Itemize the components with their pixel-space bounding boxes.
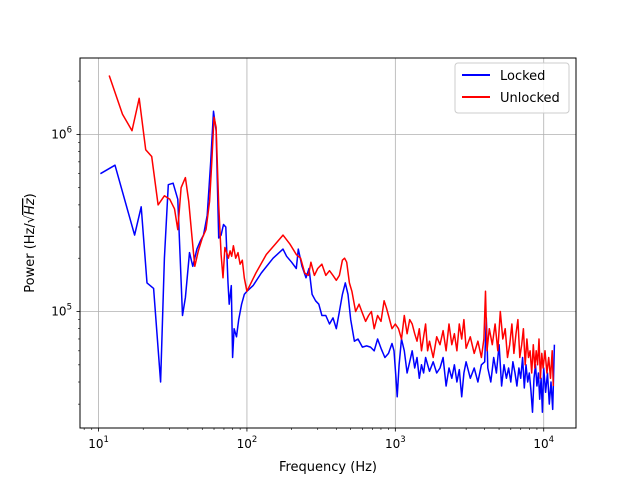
x-axis-ticks: 101 102 103 104 [83,428,554,451]
y-axis-label-radical: √ [23,214,38,223]
series-layer [100,75,556,413]
x-tick-label: 104 [533,435,554,451]
y-tick-label: 105 [51,303,72,319]
svg-text:Power (Hz/√Hz): Power (Hz/√Hz) [23,193,38,292]
legend-label-locked: Locked [500,69,545,84]
y-axis-label-radicand: Hz [23,197,38,215]
x-tick-label: 102 [237,435,258,451]
y-tick-label: 106 [51,125,72,141]
series-line-locked [100,110,556,413]
plot-frame [79,57,577,429]
series-line-unlocked [108,75,555,387]
x-axis-label: Frequency (Hz) [279,460,377,475]
x-tick-label: 101 [88,435,109,451]
x-tick-label: 103 [385,435,406,451]
y-axis-ticks: 105 106 [51,80,80,405]
legend-label-unlocked: Unlocked [500,91,560,106]
legend: Locked Unlocked [454,62,570,114]
y-axis-label-suffix: ) [23,193,38,198]
y-axis-label-prefix: Power (Hz/ [23,223,38,293]
y-axis-label: Power (Hz/√Hz) [23,193,38,292]
grid [80,58,576,428]
